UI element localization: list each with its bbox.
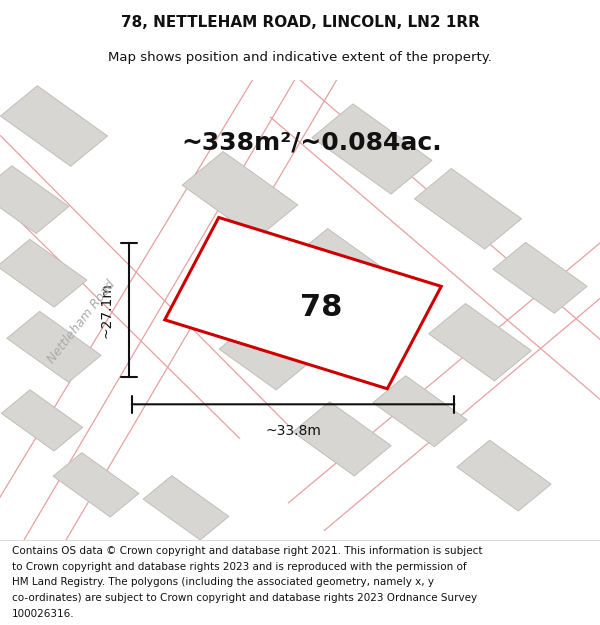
Text: HM Land Registry. The polygons (including the associated geometry, namely x, y: HM Land Registry. The polygons (includin… — [12, 578, 434, 587]
Polygon shape — [312, 104, 432, 194]
Polygon shape — [1, 390, 83, 451]
Text: ~27.1m: ~27.1m — [100, 282, 114, 338]
Polygon shape — [165, 217, 441, 389]
Polygon shape — [182, 151, 298, 239]
Polygon shape — [293, 402, 391, 476]
Polygon shape — [143, 476, 229, 540]
Text: 78, NETTLEHAM ROAD, LINCOLN, LN2 1RR: 78, NETTLEHAM ROAD, LINCOLN, LN2 1RR — [121, 15, 479, 30]
Text: co-ordinates) are subject to Crown copyright and database rights 2023 Ordnance S: co-ordinates) are subject to Crown copyr… — [12, 593, 477, 603]
Text: Contains OS data © Crown copyright and database right 2021. This information is : Contains OS data © Crown copyright and d… — [12, 546, 482, 556]
Polygon shape — [415, 169, 521, 249]
Polygon shape — [373, 376, 467, 447]
Polygon shape — [295, 229, 389, 299]
Polygon shape — [1, 86, 107, 166]
Text: ~338m²/~0.084ac.: ~338m²/~0.084ac. — [182, 130, 442, 154]
Polygon shape — [53, 452, 139, 517]
Polygon shape — [457, 440, 551, 511]
Text: 100026316.: 100026316. — [12, 609, 74, 619]
Text: to Crown copyright and database rights 2023 and is reproduced with the permissio: to Crown copyright and database rights 2… — [12, 562, 467, 572]
Text: Map shows position and indicative extent of the property.: Map shows position and indicative extent… — [108, 51, 492, 64]
Text: 78: 78 — [300, 293, 342, 322]
Polygon shape — [0, 239, 87, 307]
Polygon shape — [428, 304, 532, 381]
Polygon shape — [219, 322, 309, 390]
Text: ~33.8m: ~33.8m — [265, 424, 321, 438]
Polygon shape — [493, 242, 587, 313]
Polygon shape — [0, 166, 69, 234]
Polygon shape — [7, 311, 101, 382]
Text: Nettleham Road: Nettleham Road — [44, 278, 118, 366]
